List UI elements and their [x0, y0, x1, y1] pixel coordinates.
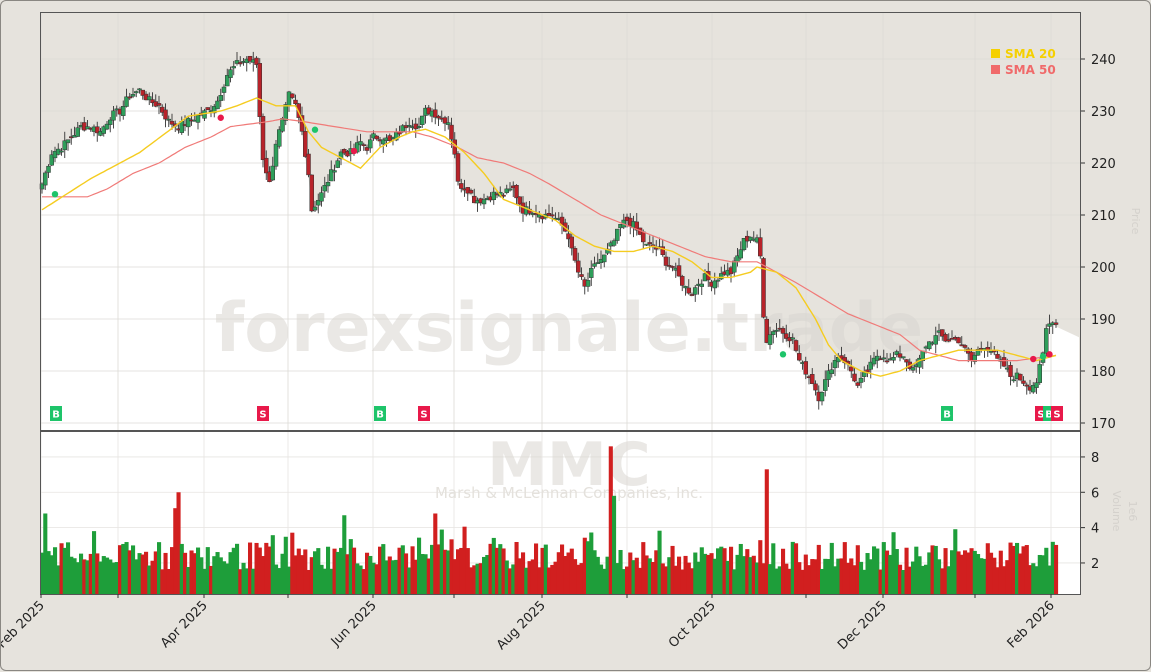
sell-signal-badge: S: [257, 406, 269, 421]
sma50-line: [42, 118, 1057, 362]
price-tick-label: 240: [1091, 53, 1116, 68]
x-tick-label: Feb 2026: [1005, 598, 1058, 651]
sma20-line: [41, 97, 1057, 377]
crossover-markers: [51, 114, 1053, 363]
x-tick-label: Dec 2025: [835, 598, 890, 653]
price-tick-label: 220: [1091, 157, 1116, 172]
volume-bars: [40, 446, 1059, 594]
buy-signal-badge: B: [50, 406, 62, 421]
buy-signal-badge: B: [374, 406, 386, 421]
x-tick-label: Oct 2025: [666, 598, 719, 651]
price-axis-label: Price: [1129, 208, 1142, 235]
volume-axes-frame: [40, 431, 1081, 595]
svg-text:S: S: [1037, 410, 1044, 421]
price-tick-label: 230: [1091, 105, 1116, 120]
svg-text:B: B: [376, 410, 384, 421]
svg-text:S: S: [1053, 410, 1060, 421]
x-tick-label: Aug 2025: [494, 598, 549, 653]
svg-text:B: B: [52, 410, 60, 421]
price-tick-label: 170: [1091, 417, 1116, 432]
legend: SMA 20 SMA 50: [991, 47, 1056, 77]
volume-tick-label: 6: [1091, 486, 1099, 501]
candlesticks: [39, 51, 1059, 410]
svg-text:B: B: [943, 410, 951, 421]
svg-text:S: S: [259, 410, 266, 421]
price-tick-label: 180: [1091, 365, 1116, 380]
volume-axis-label: Volume: [1110, 491, 1123, 532]
sma50-legend-label: SMA 50: [1005, 63, 1056, 77]
company-watermark: Marsh & McLennan Companies, Inc.: [435, 484, 703, 502]
volume-scale-label: 1e6: [1126, 501, 1139, 522]
buy-signal-badge: B: [941, 406, 953, 421]
price-tick-label: 210: [1091, 209, 1116, 224]
volume-tick-label: 2: [1091, 557, 1099, 572]
sell-signal-badge: S: [1051, 406, 1063, 421]
x-tick-label: Jun 2025: [328, 598, 380, 650]
ticker-watermark: MMC: [487, 430, 650, 500]
sma20-legend-label: SMA 20: [1005, 47, 1056, 61]
sma20-legend-swatch: [991, 49, 1000, 58]
price-axes-frame: [40, 12, 1081, 431]
x-tick-label: Apr 2025: [158, 598, 211, 651]
price-tick-label: 200: [1091, 261, 1116, 276]
volume-tick-label: 4: [1091, 522, 1099, 537]
site-watermark: forexsignale.trade: [215, 289, 924, 368]
price-tick-label: 190: [1091, 313, 1116, 328]
x-tick-label: Feb 2025: [1, 598, 48, 651]
volume-tick-label: 8: [1091, 451, 1099, 466]
svg-text:S: S: [420, 410, 427, 421]
price-area-fill: [41, 61, 1079, 430]
sma50-legend-swatch: [991, 65, 1000, 74]
sell-signal-badge: S: [418, 406, 430, 421]
svg-text:B: B: [1045, 410, 1053, 421]
